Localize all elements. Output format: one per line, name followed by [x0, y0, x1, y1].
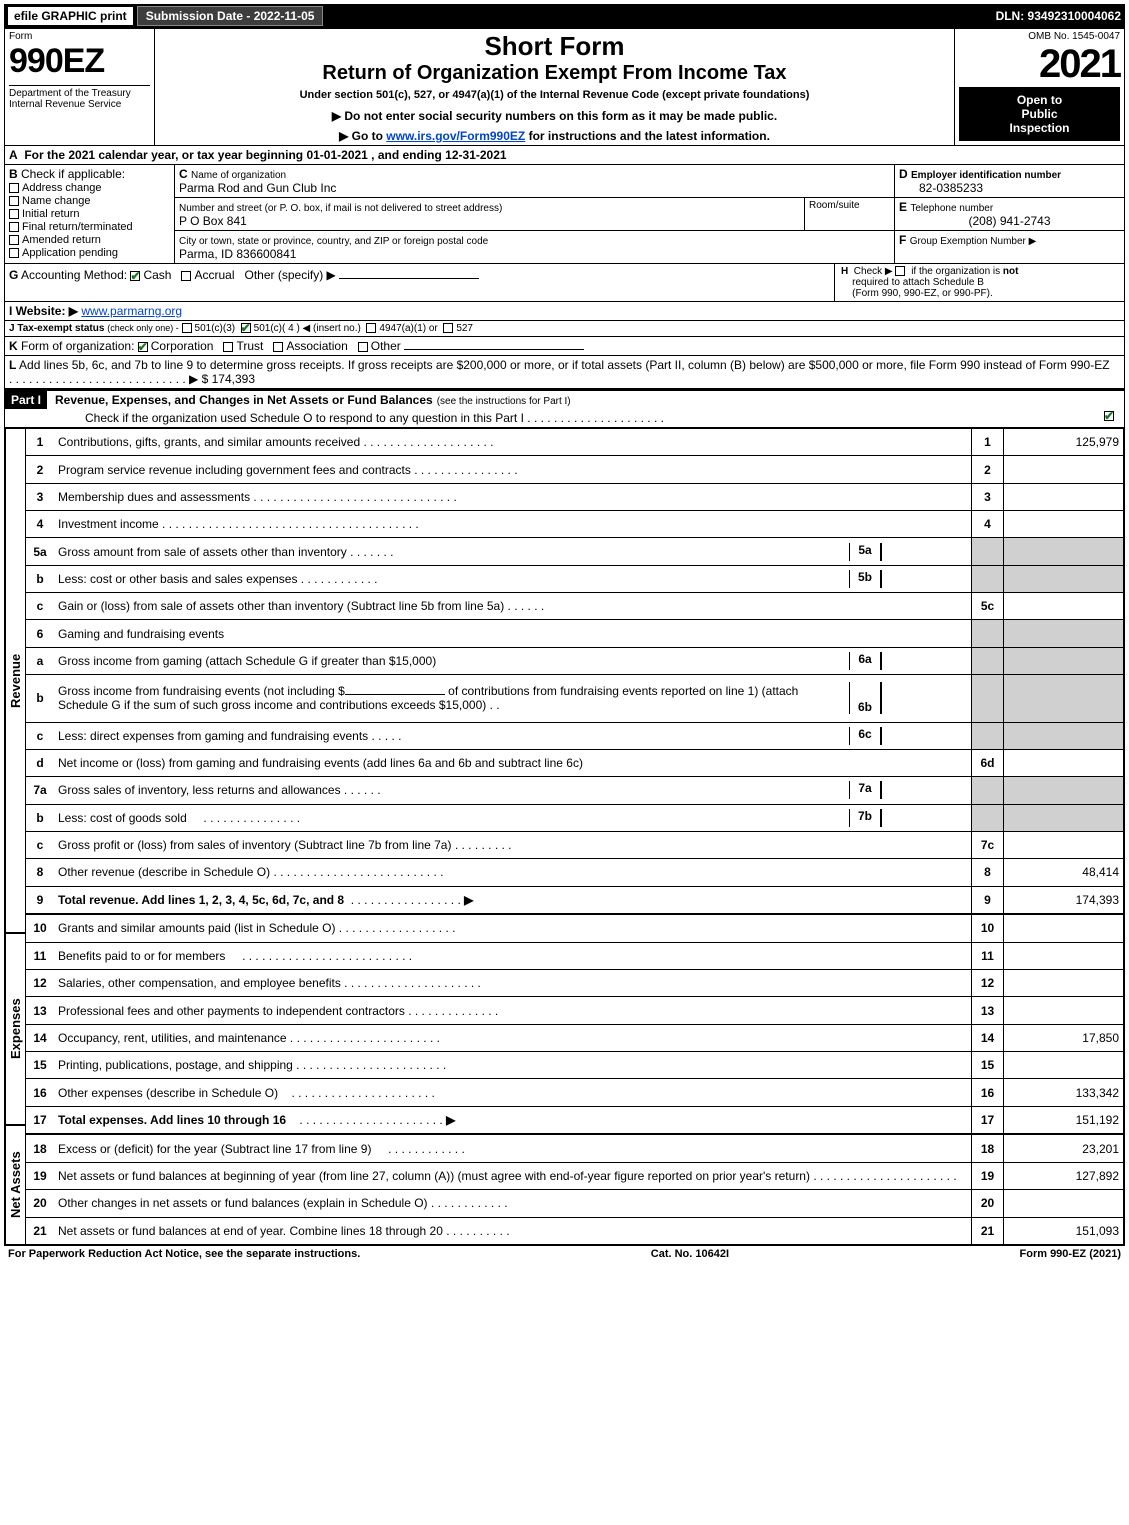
line-3: 3Membership dues and assessments . . . .… — [26, 483, 1124, 510]
line-11: 11Benefits paid to or for members . . . … — [26, 942, 1124, 969]
line-10: 10Grants and similar amounts paid (list … — [26, 914, 1124, 942]
line-6b: bGross income from fundraising events (n… — [26, 675, 1124, 722]
tax-exempt-label: Tax-exempt status — [17, 323, 104, 334]
lines-table: 1Contributions, gifts, grants, and simil… — [26, 428, 1124, 1245]
form-word: Form — [9, 31, 150, 42]
note-ssn: ▶ Do not enter social security numbers o… — [159, 109, 950, 123]
line-l-text: Add lines 5b, 6c, and 7b to line 9 to de… — [19, 358, 1110, 372]
cb-initial-return[interactable]: Initial return — [9, 208, 170, 220]
cb-cash[interactable] — [130, 271, 140, 281]
cb-527[interactable] — [443, 323, 453, 333]
line-9: 9Total revenue. Add lines 1, 2, 3, 4, 5c… — [26, 886, 1124, 914]
section-b: B Check if applicable: Address change Na… — [5, 165, 175, 263]
line-14: 14Occupancy, rent, utilities, and mainte… — [26, 1024, 1124, 1051]
line-20: 20Other changes in net assets or fund ba… — [26, 1190, 1124, 1217]
dln-label: DLN: 93492310004062 — [996, 9, 1121, 23]
part1-check-note: Check if the organization used Schedule … — [5, 409, 1124, 427]
cb-application-pending[interactable]: Application pending — [9, 247, 170, 259]
line-12: 12Salaries, other compensation, and empl… — [26, 970, 1124, 997]
cb-final-return[interactable]: Final return/terminated — [9, 221, 170, 233]
line-6: 6Gaming and fundraising events — [26, 620, 1124, 647]
cb-501c3[interactable] — [182, 323, 192, 333]
expenses-vertical: Expenses — [5, 933, 26, 1125]
cb-name-change[interactable]: Name change — [9, 195, 170, 207]
line-1: 1Contributions, gifts, grants, and simil… — [26, 429, 1124, 456]
top-bar: efile GRAPHIC print Submission Date - 20… — [4, 4, 1125, 28]
line-16: 16Other expenses (describe in Schedule O… — [26, 1079, 1124, 1106]
accounting-method-label: Accounting Method: — [21, 268, 127, 282]
line-l-amount: ▶ $ 174,393 — [189, 372, 255, 386]
cb-address-change[interactable]: Address change — [9, 182, 170, 194]
street-label: Number and street (or P. O. box, if mail… — [179, 203, 502, 214]
part1-title: Revenue, Expenses, and Changes in Net As… — [55, 393, 433, 407]
cb-trust[interactable] — [223, 342, 233, 352]
ein-value: 82-0385233 — [899, 181, 983, 195]
street-value: P O Box 841 — [179, 214, 247, 228]
line-7c: cGross profit or (loss) from sales of in… — [26, 831, 1124, 858]
line-2: 2Program service revenue including gover… — [26, 456, 1124, 483]
line-18: 18Excess or (deficit) for the year (Subt… — [26, 1134, 1124, 1162]
short-form-title: Short Form — [159, 31, 950, 62]
cb-other[interactable] — [358, 342, 368, 352]
footer-cat: Cat. No. 10642I — [651, 1248, 729, 1260]
website-link[interactable]: www.parmarng.org — [81, 304, 182, 318]
c-label: Name of organization — [191, 170, 286, 181]
ein-label: Employer identification number — [911, 170, 1061, 181]
line-13: 13Professional fees and other payments t… — [26, 997, 1124, 1024]
cb-corporation[interactable] — [138, 342, 148, 352]
efile-label[interactable]: efile GRAPHIC print — [8, 7, 133, 25]
main-title: Return of Organization Exempt From Incom… — [159, 62, 950, 85]
cb-schedule-o[interactable] — [1104, 411, 1114, 421]
website-label: Website: ▶ — [16, 304, 78, 318]
cb-501c[interactable] — [241, 323, 251, 333]
netassets-vertical: Net Assets — [5, 1125, 26, 1245]
footer-left: For Paperwork Reduction Act Notice, see … — [8, 1248, 360, 1260]
line-4: 4Investment income . . . . . . . . . . .… — [26, 511, 1124, 538]
line-6d: dNet income or (loss) from gaming and fu… — [26, 749, 1124, 776]
line-7a: 7aGross sales of inventory, less returns… — [26, 777, 1124, 804]
part1-title-note: (see the instructions for Part I) — [437, 396, 571, 407]
subtitle: Under section 501(c), 527, or 4947(a)(1)… — [159, 89, 950, 101]
line-6a: aGross income from gaming (attach Schedu… — [26, 647, 1124, 674]
tax-year: 2021 — [959, 42, 1120, 87]
phone-value: (208) 941-2743 — [899, 214, 1120, 228]
dept-label: Department of the Treasury — [9, 88, 131, 99]
phone-label: Telephone number — [910, 203, 993, 214]
inspection-badge: Open to Public Inspection — [959, 87, 1120, 141]
line-6c: cLess: direct expenses from gaming and f… — [26, 722, 1124, 749]
page-footer: For Paperwork Reduction Act Notice, see … — [4, 1246, 1125, 1262]
submission-date: Submission Date - 2022-11-05 — [137, 6, 324, 26]
line-5a: 5aGross amount from sale of assets other… — [26, 538, 1124, 565]
revenue-vertical: Revenue — [5, 428, 26, 933]
cb-amended-return[interactable]: Amended return — [9, 234, 170, 246]
footer-right: Form 990-EZ (2021) — [1020, 1248, 1122, 1260]
part1-label: Part I — [5, 391, 47, 409]
city-label: City or town, state or province, country… — [179, 236, 488, 247]
irs-label: Internal Revenue Service — [9, 99, 121, 110]
form-code: 990EZ — [9, 42, 150, 81]
irs-link[interactable]: www.irs.gov/Form990EZ — [386, 129, 525, 143]
room-suite: Room/suite — [804, 198, 894, 230]
omb-label: OMB No. 1545-0047 — [959, 31, 1120, 42]
cb-association[interactable] — [273, 342, 283, 352]
line-8: 8Other revenue (describe in Schedule O) … — [26, 859, 1124, 886]
cb-h[interactable] — [895, 266, 905, 276]
section-h: H Check ▶ if the organization is not req… — [834, 264, 1124, 301]
line-5b: bLess: cost or other basis and sales exp… — [26, 565, 1124, 592]
line-19: 19Net assets or fund balances at beginni… — [26, 1162, 1124, 1189]
line-5c: cGain or (loss) from sale of assets othe… — [26, 593, 1124, 620]
city-value: Parma, ID 836600841 — [179, 247, 296, 261]
group-exemption-label: Group Exemption Number ▶ — [910, 236, 1037, 247]
line-17: 17Total expenses. Add lines 10 through 1… — [26, 1106, 1124, 1134]
note-goto: ▶ Go to www.irs.gov/Form990EZ for instru… — [159, 129, 950, 143]
cb-accrual[interactable] — [181, 271, 191, 281]
section-a: A For the 2021 calendar year, or tax yea… — [5, 146, 1124, 164]
line-7b: bLess: cost of goods sold . . . . . . . … — [26, 804, 1124, 831]
form-header-table: Form 990EZ Department of the Treasury In… — [4, 28, 1125, 146]
form-of-org-label: Form of organization: — [21, 339, 134, 353]
cb-4947[interactable] — [366, 323, 376, 333]
line-21: 21Net assets or fund balances at end of … — [26, 1217, 1124, 1244]
org-name: Parma Rod and Gun Club Inc — [179, 181, 336, 195]
line-15: 15Printing, publications, postage, and s… — [26, 1052, 1124, 1079]
